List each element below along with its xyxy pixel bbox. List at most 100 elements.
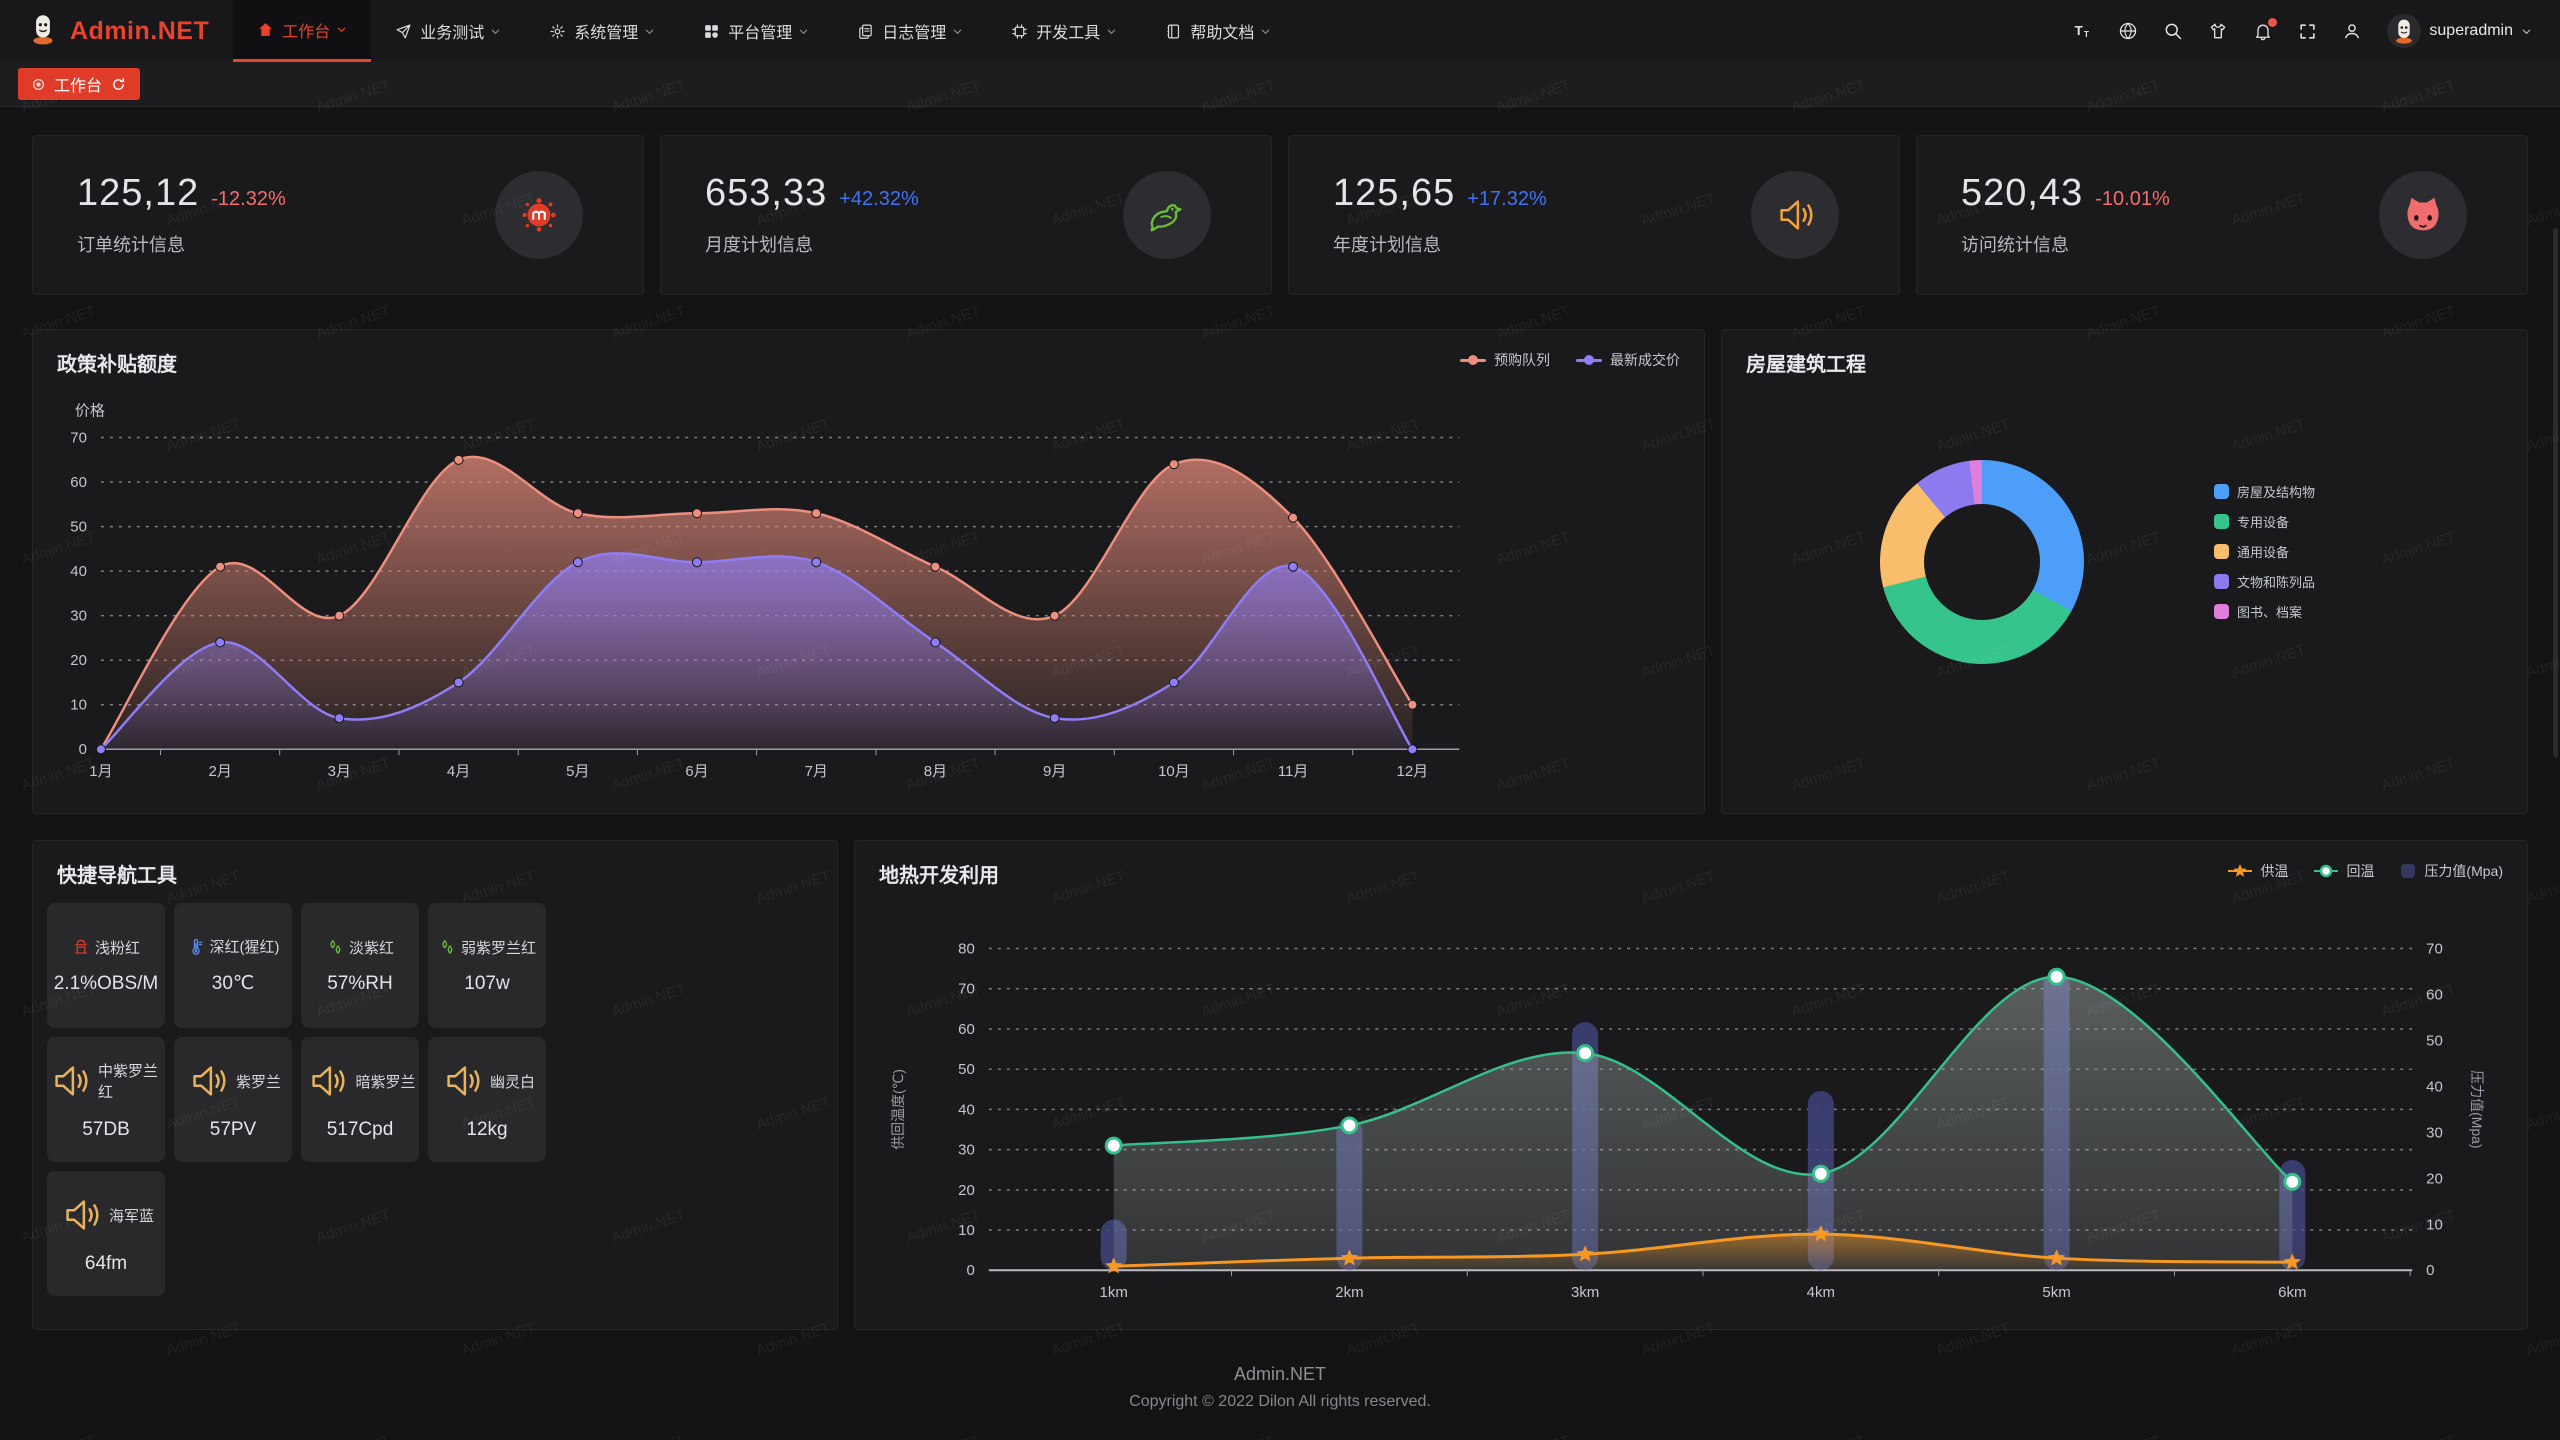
svg-text:60: 60: [70, 474, 87, 491]
tile-name: 暗紫罗兰: [355, 1073, 416, 1091]
quick-nav-tile[interactable]: 中紫罗兰红 57DB: [47, 1037, 165, 1162]
chevron-down-icon: [798, 26, 809, 37]
menu-item-7[interactable]: 帮助文档: [1141, 0, 1295, 62]
legend-item[interactable]: 最新成交价: [1576, 350, 1680, 370]
svg-text:10: 10: [958, 1222, 975, 1239]
chevron-down-icon: [1260, 26, 1271, 37]
radio-dot-icon: [32, 78, 45, 91]
svg-text:5月: 5月: [566, 763, 589, 780]
svg-text:80: 80: [958, 941, 975, 958]
svg-text:30: 30: [958, 1142, 975, 1159]
splat-icon: [516, 192, 562, 238]
scrollbar-thumb[interactable]: [2553, 228, 2558, 758]
chart-title: 地热开发利用: [879, 865, 999, 887]
svg-text:10: 10: [2426, 1216, 2443, 1233]
legend-square-marker: [2214, 544, 2229, 559]
search-icon[interactable]: [2163, 21, 2183, 41]
menu-item-3[interactable]: 系统管理: [525, 0, 679, 62]
drops-icon: [438, 938, 456, 956]
document-icon: [857, 23, 874, 40]
quick-nav-tile[interactable]: 暗紫罗兰 517Cpd: [301, 1037, 419, 1162]
language-icon[interactable]: [2118, 21, 2138, 41]
username: superadmin: [2429, 22, 2513, 39]
stat-icon-circle: [495, 171, 583, 259]
line-chart-legend: 预购队列 最新成交价: [1460, 350, 1680, 370]
svg-text:压力值(Mpa): 压力值(Mpa): [2469, 1070, 2485, 1148]
tile-name: 紫罗兰: [235, 1073, 281, 1091]
legend-item[interactable]: 专用设备: [2214, 512, 2315, 531]
legend-item[interactable]: 房屋及结构物: [2214, 482, 2315, 501]
donut-legend: 房屋及结构物 专用设备通用设备文物和陈列品 图书、档案: [2214, 482, 2315, 621]
legend-item[interactable]: 文物和陈列品: [2214, 572, 2315, 591]
legend-item[interactable]: 回温: [2314, 861, 2374, 881]
notification-bell-icon[interactable]: [2253, 18, 2278, 41]
bottom-row: 快捷导航工具 浅粉红 2.1%OBS/M 深红(猩红) 30℃ 淡紫红 57%RH 弱紫罗兰…: [32, 840, 2528, 1330]
tab-label: 工作台: [54, 78, 103, 95]
menu-label: 开发工具: [1036, 25, 1101, 42]
legend-item[interactable]: 供温: [2228, 861, 2288, 881]
tile-name: 浅粉红: [94, 939, 140, 957]
menu-item-2[interactable]: 业务测试: [371, 0, 525, 62]
quick-nav-tile[interactable]: 紫罗兰 57PV: [174, 1037, 292, 1162]
speaker-icon: [185, 1058, 231, 1104]
policy-line-chart: 0 10 20 30 40 50 60 70 价格 1月 2月 3月 4月 5月 6月 7月 8月 9月 10月 11…: [33, 330, 1704, 813]
chevron-down-icon: [952, 26, 963, 37]
stat-card-3: 125,65 +17.32% 年度计划信息: [1288, 135, 1900, 295]
quick-nav-tile[interactable]: 海军蓝 64fm: [47, 1171, 165, 1296]
user-menu[interactable]: superadmin: [2387, 14, 2532, 48]
chevron-down-icon: [2521, 26, 2532, 37]
quick-nav-tile[interactable]: 幽灵白 12kg: [428, 1037, 546, 1162]
theme-icon[interactable]: [2208, 21, 2228, 41]
svg-text:供回温度(℃): 供回温度(℃): [890, 1069, 906, 1150]
legend-item[interactable]: 图书、档案: [2214, 602, 2315, 621]
svg-text:12月: 12月: [1397, 763, 1429, 780]
watermark-text: Admin.NET: [19, 1433, 97, 1440]
legend-square-marker: [2214, 484, 2229, 499]
avatar: [2387, 14, 2422, 48]
svg-text:价格: 价格: [75, 403, 105, 420]
footer-brand: Admin.NET: [1233, 1364, 1327, 1384]
watermark-text: Admin.NET: [609, 1433, 687, 1440]
stat-value: 125,65: [1333, 172, 1456, 214]
quick-nav-tile[interactable]: 浅粉红 2.1%OBS/M: [47, 903, 165, 1028]
svg-text:3km: 3km: [1571, 1284, 1599, 1301]
menu-item-1[interactable]: 工作台: [233, 0, 372, 62]
stat-value: 653,33: [705, 172, 828, 214]
stat-delta: +42.32%: [839, 188, 919, 210]
quick-nav-tile[interactable]: 淡紫红 57%RH: [301, 903, 419, 1028]
legend-item[interactable]: 压力值(Mpa): [2400, 861, 2503, 881]
legend-item[interactable]: 通用设备: [2214, 542, 2315, 561]
bird-icon: [1144, 192, 1190, 238]
stat-card-1: 125,12 -12.32% 订单统计信息: [32, 135, 644, 295]
svg-text:70: 70: [958, 981, 975, 998]
svg-text:40: 40: [2426, 1078, 2443, 1095]
brand-logo[interactable]: Admin.NET: [26, 0, 209, 62]
svg-text:70: 70: [2426, 941, 2443, 958]
speaker-icon: [439, 1058, 485, 1104]
quick-nav-tile[interactable]: 弱紫罗兰红 107w: [428, 903, 546, 1028]
watermark-text: Admin.NET: [2084, 1433, 2162, 1440]
tab-workbench[interactable]: 工作台: [18, 68, 141, 100]
quick-nav-tile[interactable]: 深红(猩红) 30℃: [174, 903, 292, 1028]
tile-name: 幽灵白: [489, 1073, 535, 1091]
gear-icon: [549, 23, 566, 40]
legend-item[interactable]: 预购队列: [1460, 350, 1550, 370]
tab-bar: 工作台: [0, 62, 2560, 107]
section-title: 快捷导航工具: [57, 865, 177, 887]
stat-delta: -12.32%: [211, 188, 286, 210]
mascot-icon: [26, 12, 60, 51]
menu-item-4[interactable]: 平台管理: [679, 0, 833, 62]
refresh-icon[interactable]: [111, 77, 126, 92]
menu-label: 业务测试: [420, 25, 485, 42]
chart-title: 房屋建筑工程: [1746, 354, 1866, 376]
stat-icon-circle: [1751, 171, 1839, 259]
legend-line-marker: [1576, 355, 1602, 365]
fullscreen-icon[interactable]: [2298, 22, 2317, 41]
svg-text:10: 10: [70, 697, 87, 714]
user-icon[interactable]: [2342, 21, 2362, 41]
menu-item-5[interactable]: 日志管理: [833, 0, 987, 62]
svg-text:11月: 11月: [1278, 763, 1309, 780]
menu-item-6[interactable]: 开发工具: [987, 0, 1141, 62]
